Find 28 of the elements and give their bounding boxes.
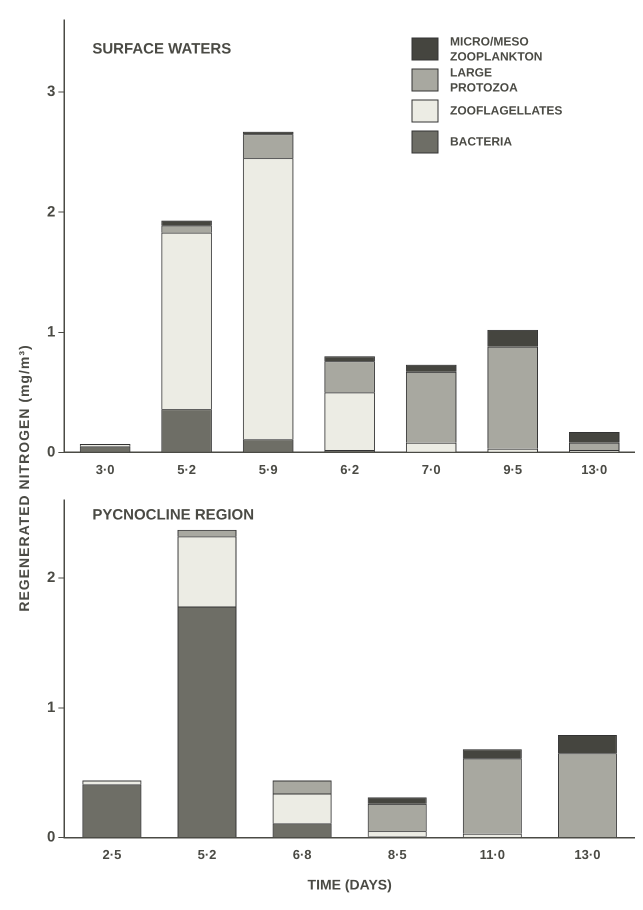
x-tick-label: 3·0 [96,462,114,477]
x-tick-label: 5·9 [258,462,278,477]
y-tick-label: 1 [47,323,56,340]
y-tick-label: 3 [47,83,56,100]
x-tick-label: 6·2 [340,462,360,477]
y-tick-label: 0 [47,444,56,461]
y-tick-label: 2 [47,569,56,586]
y-tick-label: 1 [47,698,56,716]
y-tick-label: 0 [47,828,56,846]
text: SURFACE WATERS [92,40,232,58]
y-tick-label: 2 [47,203,56,220]
x-tick-label: 13·0 [574,846,600,862]
legend-label: BACTERIA [450,134,512,148]
x-tick-label: 7·0 [422,462,441,477]
x-tick-label: 6·8 [292,846,312,862]
x-tick-label: 8·5 [388,846,407,862]
legend-label: MICRO/MESO ZOOPLANKTON [450,34,542,64]
x-axis-title: TIME (DAYS) [308,876,392,892]
x-tick-label: 2·5 [102,846,122,862]
y-axis-title: REGENERATED NITROGEN (mg/m³) [16,344,32,612]
x-tick-label: 5·2 [177,462,196,477]
x-tick-label: 11·0 [480,846,505,862]
chart-title: PYCNOCLINE REGION [92,506,254,524]
legend-label: ZOOFLAGELLATES [450,103,562,118]
x-tick-label: 5·2 [198,846,216,862]
x-tick-label: 9·5 [503,462,522,477]
legend-label: LARGE PROTOZOA [450,65,518,94]
x-tick-label: 13·0 [581,462,608,477]
